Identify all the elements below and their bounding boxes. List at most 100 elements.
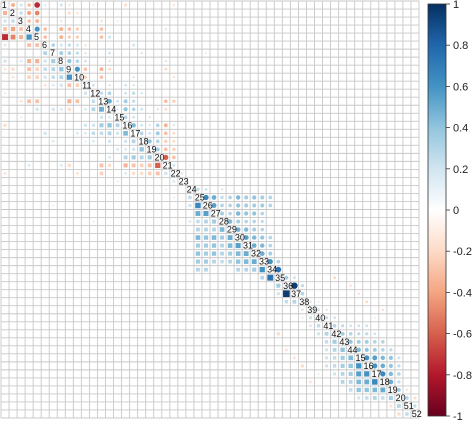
corr-circle-1-8: [59, 3, 63, 7]
corr-circle-27-29: [228, 211, 232, 216]
corr-square-30-26: [203, 235, 209, 240]
colorbar-tick-label: -0.8: [453, 370, 472, 382]
corr-circle-35-42: [333, 276, 337, 280]
corr-square-20-17: [131, 155, 136, 160]
corr-square-29-25: [196, 227, 200, 232]
corr-square-9-2: [11, 67, 15, 71]
corr-square-47-45: [356, 371, 362, 377]
corr-circle-4-5: [34, 26, 40, 32]
corr-circle-36-38: [300, 284, 305, 288]
corr-circle-41-46: [365, 324, 369, 328]
corr-circle-2-9: [67, 11, 71, 15]
corr-circle-17-20: [155, 131, 160, 136]
corr-square-44-36: [285, 348, 288, 352]
corr-square-52-51: [405, 412, 409, 416]
corr-square-9-7: [51, 67, 56, 72]
corr-circle-46-50: [397, 364, 401, 368]
corr-circle-6-17: [132, 43, 136, 47]
corr-circle-37-38: [300, 291, 305, 296]
corr-circle-45-49: [388, 355, 393, 360]
corr-square-28-24: [188, 220, 192, 223]
corr-square-49-48: [380, 387, 386, 393]
corr-circle-2-5: [34, 10, 40, 16]
variable-label-47: 17: [372, 369, 382, 379]
variable-label-25: 25: [195, 193, 205, 203]
corr-circle-28-30: [236, 219, 241, 224]
corr-square-47-44: [348, 371, 353, 376]
corr-square-33-29: [228, 259, 232, 264]
corr-circle-9-14: [108, 67, 112, 71]
variable-label-49: 19: [388, 385, 398, 395]
corr-circle-35-37: [292, 276, 296, 280]
variable-label-46: 16: [364, 361, 374, 371]
corr-circle-25-28: [220, 195, 224, 200]
colorbar-tick-label: 0: [453, 205, 459, 217]
corr-circle-13-15: [116, 99, 120, 103]
corr-circle-18-20: [155, 139, 160, 144]
corr-square-22-10: [76, 172, 79, 175]
corr-square-34-32: [252, 267, 257, 272]
corr-circle-1-2: [11, 3, 16, 7]
corr-square-32-28: [220, 251, 224, 256]
variable-label-16: 16: [122, 120, 132, 130]
corr-square-51-50: [397, 404, 401, 408]
corr-square-52-50: [397, 412, 401, 416]
corr-square-13-10: [75, 99, 80, 104]
corr-square-32-27: [211, 251, 217, 256]
corr-circle-18-22: [172, 139, 176, 143]
corr-circle-44-48: [381, 348, 385, 352]
corr-circle-32-33: [259, 251, 265, 256]
corr-circle-26-34: [268, 203, 273, 208]
corr-circle-12-14: [107, 91, 112, 96]
corr-square-8-6: [43, 59, 47, 63]
corr-square-48-45: [356, 379, 362, 385]
corr-square-20-14: [108, 156, 111, 159]
variable-label-43: 43: [339, 337, 349, 347]
corr-circle-14-21: [164, 107, 168, 111]
corr-circle-42-45: [357, 332, 361, 336]
corr-square-21-16: [123, 163, 128, 168]
corr-square-18-7: [51, 140, 55, 143]
variable-label-51: 51: [404, 401, 414, 411]
corr-square-17-14: [107, 131, 112, 136]
colorbar-tick-label: 0.4: [453, 123, 468, 135]
corr-circle-7-9: [67, 51, 72, 55]
corr-circle-29-33: [260, 227, 265, 232]
corr-square-29-26: [204, 227, 208, 232]
colorbar-tick-label: -1: [453, 411, 463, 423]
corr-square-45-44: [348, 355, 353, 361]
corr-square-8-5: [35, 59, 40, 64]
variable-label-26: 26: [203, 201, 213, 211]
corr-circle-14-17: [131, 107, 136, 112]
corr-square-30-28: [220, 235, 225, 240]
corr-circle-11-12: [91, 83, 95, 87]
corr-circle-29-31: [243, 227, 249, 232]
corr-square-19-17: [132, 147, 136, 151]
variable-label-45: 15: [355, 353, 365, 363]
corr-circle-19-21: [163, 147, 168, 152]
corr-square-33-31: [243, 259, 249, 264]
corr-circle-2-3: [19, 11, 23, 15]
corr-square-37-36: [283, 290, 290, 298]
corr-circle-32-34: [268, 251, 273, 256]
corr-square-33-32: [251, 259, 257, 265]
corr-square-39-38: [301, 308, 304, 312]
corr-circle-28-32: [252, 219, 257, 224]
corr-circle-6-7: [51, 43, 56, 47]
corr-square-6-4: [27, 43, 32, 47]
variable-label-12: 12: [90, 88, 100, 98]
corr-circle-21-22: [172, 163, 176, 167]
corr-circle-4-8: [59, 27, 64, 32]
corr-square-9-5: [35, 67, 39, 71]
corr-square-31-28: [220, 243, 224, 248]
corr-square-21-8: [59, 164, 63, 167]
variable-label-22: 22: [171, 169, 181, 179]
variable-label-14: 14: [106, 104, 116, 114]
corr-circle-29-32: [252, 227, 257, 232]
corr-circle-3-5: [35, 19, 40, 24]
corr-square-16-15: [115, 123, 120, 128]
corr-square-28-12: [92, 220, 95, 223]
variable-label-27: 27: [211, 209, 221, 219]
corr-square-8-4: [27, 59, 32, 64]
corr-circle-51-52: [413, 404, 417, 408]
